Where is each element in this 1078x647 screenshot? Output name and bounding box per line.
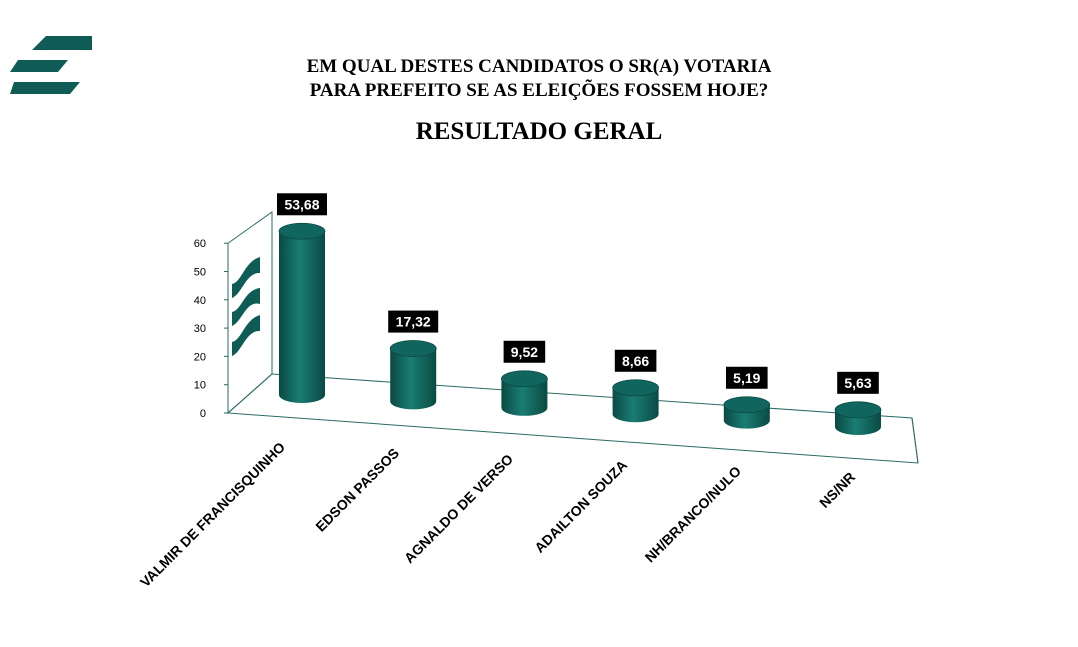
y-tick-label: 20 bbox=[194, 351, 206, 363]
y-tick-label: 30 bbox=[194, 323, 206, 335]
wall-logo-icon bbox=[232, 257, 260, 356]
logo-stripe-bottom bbox=[10, 82, 80, 94]
data-label-box bbox=[503, 340, 546, 363]
wall-logo-stripe bbox=[232, 288, 260, 326]
bar-body bbox=[612, 387, 659, 423]
category-label: VALMIR DE FRANCISQUINHO bbox=[137, 439, 288, 590]
brand-logo-icon bbox=[10, 36, 92, 94]
chart-title: EM QUAL DESTES CANDIDATOS O SR(A) VOTARI… bbox=[200, 55, 878, 103]
bar: 17,32 bbox=[388, 310, 439, 410]
x-axis-categories: VALMIR DE FRANCISQUINHO EDSON PASSOSAGNAL… bbox=[137, 439, 858, 590]
chart-axes bbox=[226, 211, 919, 464]
logo-stripe-top bbox=[32, 36, 92, 50]
data-label: 5,63 bbox=[844, 375, 871, 391]
category-label: EDSON PASSOS bbox=[312, 445, 402, 535]
y-tick-label: 0 bbox=[200, 408, 206, 420]
data-label: 9,52 bbox=[511, 344, 538, 360]
bar: 5,63 bbox=[834, 371, 882, 435]
chart-subtitle: RESULTADO GERAL bbox=[415, 118, 663, 145]
bar: 9,52 bbox=[501, 340, 548, 416]
data-label: 8,66 bbox=[622, 353, 649, 369]
y-tick-label: 50 bbox=[194, 267, 206, 279]
category-label: ADAILTON SOUZA bbox=[531, 457, 630, 556]
y-axis-ticks: 0 10 20 30 40 50 60 bbox=[194, 238, 228, 420]
chart-title-line-2: PARA PREFEITO SE AS ELEIÇÕES FOSSEM HOJE… bbox=[309, 80, 769, 101]
data-label: 17,32 bbox=[396, 314, 431, 330]
chart-title-line-1: EM QUAL DESTES CANDIDATOS O SR(A) VOTARI… bbox=[306, 56, 772, 77]
category-label: NH/BRANCO/NULO bbox=[642, 463, 745, 566]
wall-logo-stripe bbox=[232, 257, 260, 298]
data-label-box bbox=[614, 349, 657, 372]
bar: 53,68 bbox=[277, 193, 327, 403]
wall-logo-stripe bbox=[232, 315, 260, 356]
bar-top bbox=[612, 379, 659, 397]
bar-body bbox=[279, 231, 325, 403]
chart-bars: 53,68 17,32 9,52 8,66 5,19 5,63 bbox=[277, 193, 882, 435]
bar-body bbox=[501, 378, 548, 416]
bar: 8,66 bbox=[612, 349, 659, 423]
category-label: AGNALDO DE VERSO bbox=[401, 451, 516, 566]
data-label-box bbox=[726, 366, 768, 389]
bar-top bbox=[501, 370, 548, 388]
data-label-box bbox=[837, 371, 879, 394]
data-label: 53,68 bbox=[284, 196, 319, 212]
data-label: 5,19 bbox=[733, 370, 760, 386]
bar-top bbox=[389, 340, 437, 357]
bar-top bbox=[834, 401, 882, 419]
y-tick-label: 60 bbox=[194, 238, 206, 250]
y-tick-label: 10 bbox=[194, 380, 206, 392]
bar-body bbox=[390, 348, 437, 410]
chart-floor-edge bbox=[911, 417, 919, 464]
logo-stripe-middle bbox=[10, 60, 68, 72]
bar-top bbox=[278, 222, 326, 240]
data-label-box bbox=[277, 193, 327, 216]
bar-top bbox=[723, 396, 771, 414]
category-label: NS/NR bbox=[816, 469, 858, 511]
data-label-box bbox=[388, 310, 439, 333]
chart-floor bbox=[226, 373, 919, 464]
y-tick-label: 40 bbox=[194, 295, 206, 307]
bar: 5,19 bbox=[723, 366, 771, 429]
